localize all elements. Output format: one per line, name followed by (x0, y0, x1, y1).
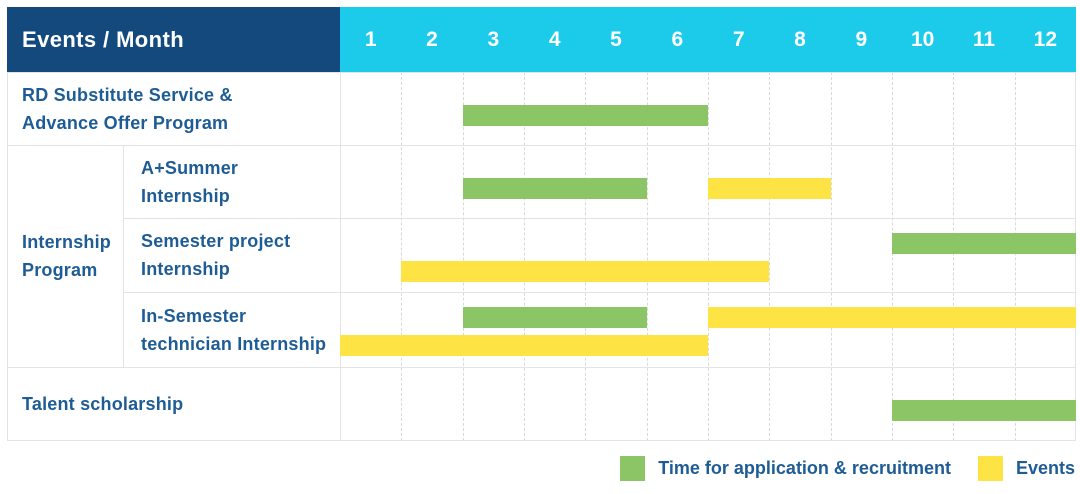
table-bottom-border (7, 440, 1076, 441)
month-header-cell: 5 (610, 27, 622, 51)
month-gridline (830, 72, 832, 441)
month-header-cell: 3 (487, 27, 500, 51)
label-months-divider (340, 72, 341, 441)
month-header-cell: 12 (1033, 27, 1057, 51)
group-label-internship-program: Internship Program (22, 232, 112, 280)
month-header-cell: 4 (548, 27, 561, 51)
month-gridline (585, 72, 587, 441)
month-header-cell: 8 (794, 27, 806, 51)
row-label-a-plus-summer-internship: A+Summer Internship (141, 157, 239, 206)
months-header-row: 1 2 3 4 5 6 7 8 9 10 11 12 (340, 7, 1076, 72)
legend-label: Time for application & recruitment (658, 458, 951, 478)
month-header-cell: 9 (855, 27, 868, 51)
green-swatch-icon (620, 456, 646, 481)
row-label-talent-scholarship: Talent scholarship (22, 394, 184, 414)
gantt-bar-green (462, 307, 647, 328)
row-border (123, 218, 1076, 219)
legend-label: Events (1015, 458, 1075, 478)
gantt-bar-yellow (340, 335, 708, 356)
row-label-in-semester-technician-internship: In-Semester technician Internship (141, 305, 327, 354)
row-border (7, 367, 1076, 368)
gantt-bar-yellow (708, 307, 1076, 328)
yellow-swatch-icon (977, 456, 1003, 481)
month-gridline (769, 72, 771, 441)
month-gridline (646, 72, 648, 441)
gantt-bar-green (462, 105, 708, 126)
row-border (123, 292, 1076, 293)
month-header-cell: 6 (671, 27, 684, 51)
month-gridline (401, 72, 403, 441)
table-left-border (7, 72, 8, 441)
chart-legend: Time for application & recruitment Event… (620, 456, 1075, 481)
corner-header-label: Events / Month (22, 26, 185, 52)
gantt-bar-green (892, 233, 1076, 254)
month-gridline (524, 72, 525, 441)
row-border (7, 72, 1076, 73)
row-label-semester-project-internship: Semester project Internship (141, 231, 291, 279)
table-right-border (1075, 72, 1076, 441)
gantt-bar-yellow (401, 261, 770, 282)
gantt-bar-green (892, 400, 1076, 421)
month-header-cell: 1 (364, 27, 377, 51)
month-header-cell: 10 (910, 27, 935, 51)
legend-item-events: Events (977, 456, 1075, 481)
month-header-cell: 7 (732, 27, 745, 51)
row-label-rd-substitute-advance-offer: RD Substitute Service & Advance Offer Pro… (22, 84, 233, 133)
month-gridline (708, 72, 709, 441)
month-gridline (1014, 72, 1016, 441)
gantt-bar-green (462, 178, 647, 199)
month-header-cell: 2 (426, 27, 438, 51)
gantt-table: Events / Month 1 2 3 4 5 6 7 8 9 10 11 12 Internshi… (7, 7, 1076, 441)
corner-header-cell: Events / Month (7, 7, 340, 72)
group-divider (123, 145, 124, 367)
month-gridline (462, 72, 464, 441)
row-border (7, 145, 1076, 146)
month-header-cell: 11 (972, 27, 996, 51)
month-gridline (953, 72, 955, 441)
month-gridline (892, 72, 893, 441)
legend-item-application-recruitment: Time for application & recruitment (620, 456, 951, 481)
gantt-bar-yellow (708, 178, 831, 199)
